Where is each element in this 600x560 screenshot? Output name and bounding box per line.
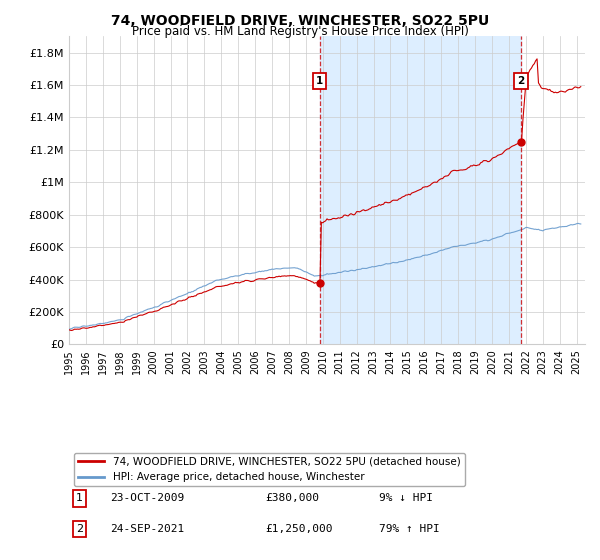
Text: £1,250,000: £1,250,000: [265, 524, 332, 534]
Text: 1: 1: [316, 76, 323, 86]
Text: Price paid vs. HM Land Registry's House Price Index (HPI): Price paid vs. HM Land Registry's House …: [131, 25, 469, 38]
Text: 24-SEP-2021: 24-SEP-2021: [110, 524, 185, 534]
Bar: [320, 36, 521, 344]
Text: 2: 2: [518, 76, 525, 86]
Text: 23-OCT-2009: 23-OCT-2009: [110, 493, 185, 503]
Text: 2: 2: [76, 524, 83, 534]
Text: 9% ↓ HPI: 9% ↓ HPI: [379, 493, 433, 503]
Text: 79% ↑ HPI: 79% ↑ HPI: [379, 524, 439, 534]
Text: 1: 1: [76, 493, 83, 503]
Legend: 74, WOODFIELD DRIVE, WINCHESTER, SO22 5PU (detached house), HPI: Average price, : 74, WOODFIELD DRIVE, WINCHESTER, SO22 5P…: [74, 453, 464, 486]
Text: £380,000: £380,000: [265, 493, 319, 503]
Text: 74, WOODFIELD DRIVE, WINCHESTER, SO22 5PU: 74, WOODFIELD DRIVE, WINCHESTER, SO22 5P…: [111, 14, 489, 28]
